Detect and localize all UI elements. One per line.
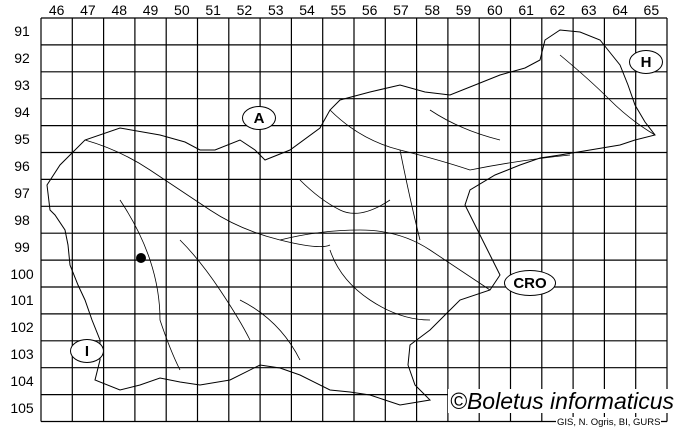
column-label: 58 xyxy=(424,2,441,18)
column-label: 64 xyxy=(612,2,628,18)
rivers xyxy=(84,54,656,371)
row-label: 92 xyxy=(14,50,30,67)
column-label: 47 xyxy=(80,2,96,18)
row-label: 104 xyxy=(10,373,34,390)
row-label: 96 xyxy=(14,157,30,174)
column-label: 50 xyxy=(174,2,190,18)
country-border xyxy=(46,29,656,406)
record-marker-dot xyxy=(136,253,146,263)
row-label: 97 xyxy=(14,184,30,201)
column-label: 49 xyxy=(142,2,159,18)
row-label: 105 xyxy=(10,400,34,417)
row-label: 95 xyxy=(14,131,30,148)
grid-lines xyxy=(40,17,668,423)
column-label: 54 xyxy=(299,2,315,18)
row-label: 102 xyxy=(10,319,34,336)
column-label: 59 xyxy=(455,2,472,18)
copyright-text: ©Boletus informaticus xyxy=(448,388,677,414)
column-label: 48 xyxy=(111,2,128,18)
country-label-italy: I xyxy=(70,339,104,363)
row-label: 103 xyxy=(10,346,34,363)
row-label: 100 xyxy=(10,265,34,282)
column-label: 56 xyxy=(361,2,378,18)
row-label: 98 xyxy=(14,211,30,228)
column-label: 65 xyxy=(643,2,660,18)
credits-text: GIS, N. Ogris, BI, GURS xyxy=(556,417,662,428)
column-label: 46 xyxy=(48,2,65,18)
column-label: 55 xyxy=(330,2,347,18)
row-label: 91 xyxy=(14,23,30,40)
country-label-croatia: CRO xyxy=(504,270,556,296)
country-label-hungary: H xyxy=(629,50,663,74)
column-label: 57 xyxy=(393,2,409,18)
column-label: 60 xyxy=(487,2,503,18)
row-label: 101 xyxy=(10,292,34,309)
row-label: 94 xyxy=(14,104,30,121)
column-label: 62 xyxy=(549,2,566,18)
column-label: 63 xyxy=(580,2,597,18)
country-label-austria: A xyxy=(242,106,276,130)
row-label: 99 xyxy=(14,238,30,255)
column-label: 61 xyxy=(518,2,534,18)
column-label: 51 xyxy=(205,2,221,18)
column-label: 52 xyxy=(236,2,253,18)
column-label: 53 xyxy=(267,2,284,18)
row-label: 93 xyxy=(14,77,30,94)
